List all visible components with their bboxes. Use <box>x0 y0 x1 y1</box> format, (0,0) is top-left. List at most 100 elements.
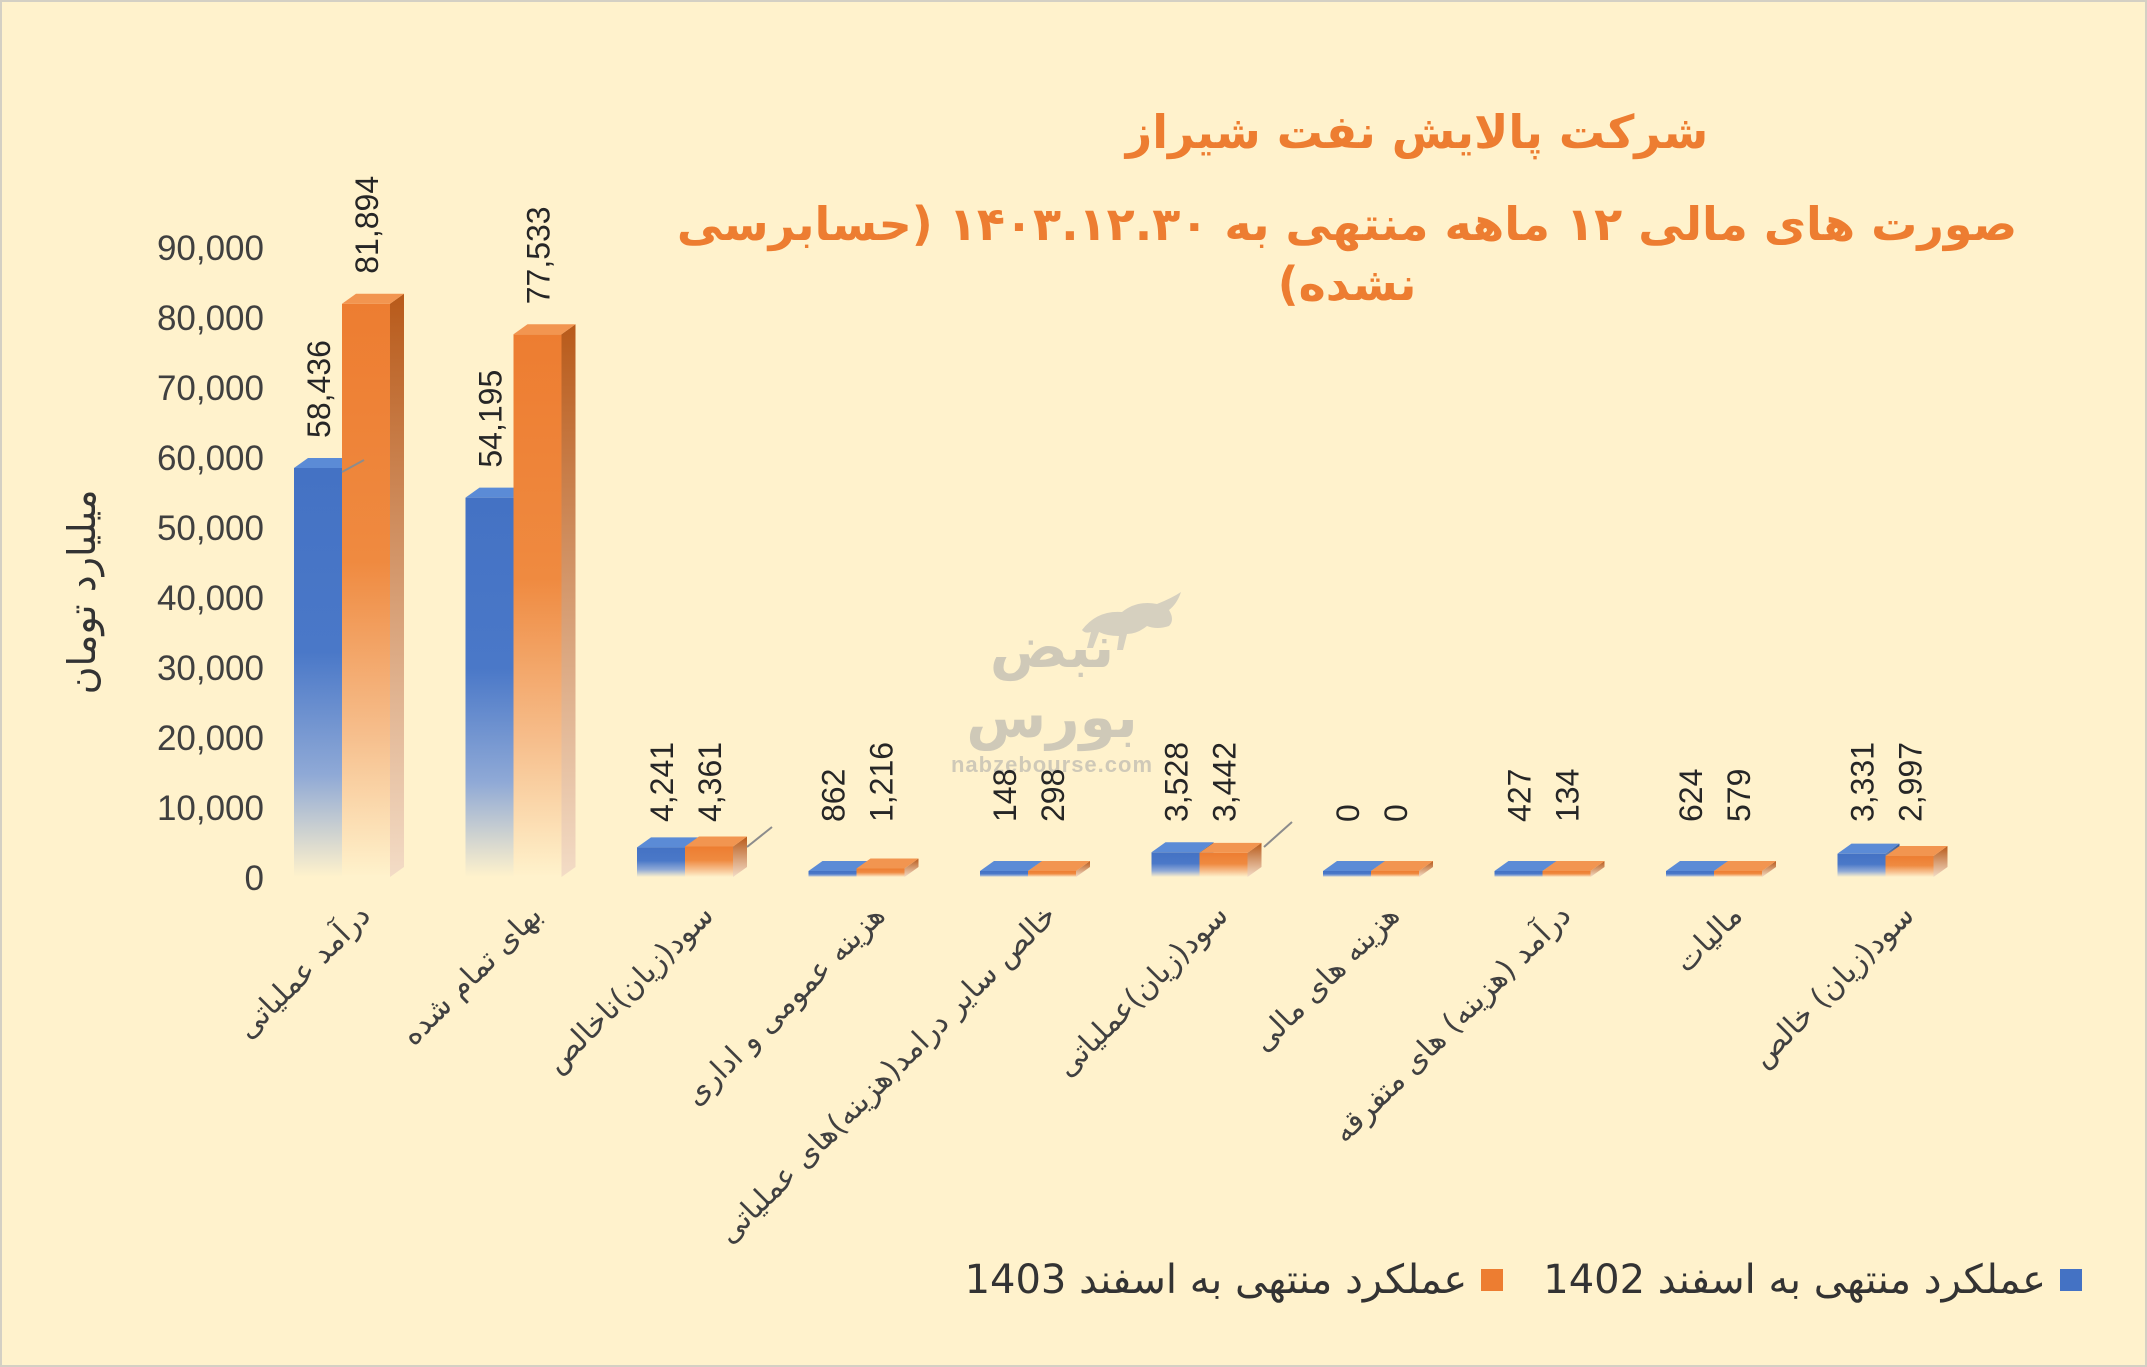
bar-series2 <box>1371 871 1419 877</box>
bar-series1 <box>637 847 685 877</box>
bar-series1 <box>1837 853 1886 877</box>
bar-series2 <box>1028 871 1076 877</box>
bar-series1 <box>1151 852 1200 877</box>
bar-top <box>465 487 528 498</box>
bar-top <box>1837 843 1900 854</box>
legend-swatch-blue <box>2060 1269 2082 1291</box>
bar-series1 <box>808 870 857 877</box>
bar-series1 <box>980 871 1028 877</box>
x-category-label: سود(زیان) خالص <box>1745 898 1921 1074</box>
y-tick-label: 10,000 <box>157 789 264 828</box>
bar-side <box>1933 846 1948 877</box>
bar-series2 <box>1199 852 1248 877</box>
bar-series2 <box>685 846 733 877</box>
data-label: 862 <box>816 769 852 822</box>
data-label: 4,241 <box>644 742 680 822</box>
y-tick-label: 20,000 <box>157 719 264 758</box>
bar-top <box>1151 842 1214 853</box>
bar-series1 <box>465 497 514 877</box>
data-label: 81,894 <box>349 176 385 274</box>
x-category-label: خالص سایر درامد(هزینه)های عملیاتی <box>711 898 1064 1251</box>
data-label: 4,361 <box>692 742 728 822</box>
bar-series1 <box>1494 871 1543 877</box>
data-label: 2,997 <box>1893 742 1929 822</box>
bar-top <box>294 457 356 468</box>
bar-top <box>1028 861 1090 871</box>
bar-top <box>1371 861 1433 871</box>
bar-side <box>904 858 919 877</box>
x-category-label: مالیات <box>1668 898 1750 980</box>
data-label: 298 <box>1035 769 1071 822</box>
y-tick-label: 0 <box>245 859 264 898</box>
bar-series1 <box>294 467 342 877</box>
legend-label-series-2: عملکرد منتهی به اسفند 1403 <box>964 1257 1468 1303</box>
value-labels-group: 58,436 81,894 54,195 77,533 4,241 4,361 862 1,2… <box>301 176 1929 848</box>
data-label: 148 <box>987 769 1023 822</box>
data-label: 0 <box>1330 804 1366 822</box>
x-category-label: بهای تمام شده <box>394 898 549 1053</box>
legend-item-series-2: عملکرد منتهی به اسفند 1403 <box>965 1257 1504 1303</box>
bar-side <box>1590 861 1605 877</box>
legend-label-series-1: عملکرد منتهی به اسفند 1402 <box>1543 1257 2046 1303</box>
data-label: 579 <box>1721 769 1757 822</box>
bar-side <box>1247 842 1262 877</box>
data-label: 1,216 <box>864 742 900 822</box>
y-tick-label: 50,000 <box>157 509 264 548</box>
bar-side <box>1076 861 1090 877</box>
data-label: 3,331 <box>1845 742 1881 822</box>
bar-side <box>1419 861 1433 877</box>
y-tick-label: 70,000 <box>157 369 264 408</box>
bar-series2 <box>1542 871 1591 877</box>
bar-side <box>1762 861 1776 877</box>
y-tick-label: 60,000 <box>157 439 264 478</box>
data-label: 134 <box>1550 769 1586 822</box>
chart-title: شرکت پالایش نفت شیراز <box>1125 105 1709 159</box>
bar-side <box>390 293 404 877</box>
bar-series2 <box>1885 856 1934 877</box>
watermark: نبض بورس nabzebourse.com <box>907 592 1197 778</box>
bar-side <box>733 836 747 877</box>
bar-top <box>1885 846 1948 857</box>
data-label: 77,533 <box>521 206 557 304</box>
watermark-url: nabzebourse.com <box>950 752 1154 777</box>
bar-series1 <box>1666 871 1714 877</box>
y-tick-label: 80,000 <box>157 299 264 338</box>
x-category-label: سود(زیان)ناخالص <box>539 898 721 1080</box>
bar-top <box>856 858 919 869</box>
bar-top <box>637 837 699 848</box>
bar-top <box>1666 861 1728 871</box>
bar-top <box>980 861 1042 871</box>
leader-line <box>1263 821 1293 848</box>
x-axis-labels: درآمد عملیاتی بهای تمام شدهسود(زیان)ناخال… <box>229 897 1921 1250</box>
bar-top <box>342 293 404 304</box>
x-category-label: سود(زیان)عملیاتی <box>1049 898 1235 1084</box>
bar-series2 <box>513 334 562 877</box>
leader-line <box>746 826 773 848</box>
bar-series1 <box>1323 871 1371 877</box>
bar-series2 <box>856 868 905 877</box>
data-label: 624 <box>1673 769 1709 822</box>
watermark-logo-text: نبض بورس <box>966 613 1138 751</box>
bars-group <box>294 293 1948 877</box>
bar-top <box>513 324 576 335</box>
bar-top <box>808 860 871 871</box>
bar-side <box>561 324 576 877</box>
bar-top <box>1494 861 1557 871</box>
bar-series2 <box>1714 871 1762 877</box>
bar-top <box>1199 842 1262 853</box>
bar-top <box>685 836 747 847</box>
legend: عملکرد منتهی به اسفند 1402 عملکرد منتهی … <box>962 1250 2082 1310</box>
data-label: 0 <box>1378 804 1414 822</box>
data-label: 54,195 <box>473 370 509 468</box>
data-label: 3,442 <box>1207 742 1243 822</box>
y-tick-label: 90,000 <box>157 229 264 268</box>
y-tick-label: 30,000 <box>157 649 264 688</box>
bull-logo-icon <box>1082 592 1181 650</box>
bar-top <box>1542 861 1605 871</box>
bar-top <box>1714 861 1776 871</box>
title-block: شرکت پالایش نفت شیراز صورت های مالی ۱۲ م… <box>602 102 2092 314</box>
leader-line <box>341 459 365 473</box>
chart-subtitle: صورت های مالی ۱۲ ماهه منتهی به ۱۴۰۳.۱۲.۳… <box>676 197 2018 311</box>
